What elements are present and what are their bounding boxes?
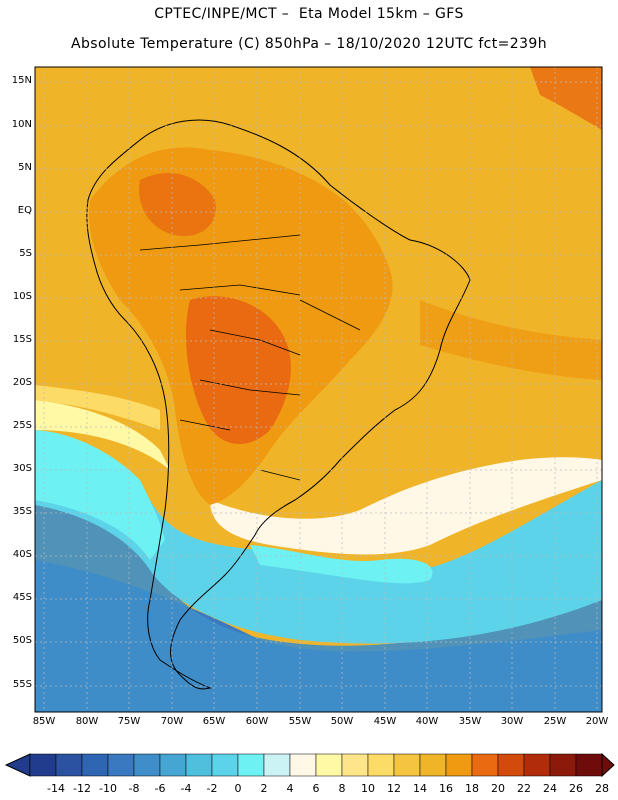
latitude-label: 10S <box>12 291 32 302</box>
colorbar-swatch <box>185 753 213 777</box>
colorbar-swatch <box>237 753 265 777</box>
colorbar-arrow-left <box>4 753 31 777</box>
colorbar-label: 10 <box>361 782 375 795</box>
colorbar-label: -2 <box>206 782 218 795</box>
longitude-label: 75W <box>117 716 141 727</box>
colorbar-swatch <box>29 753 57 777</box>
colorbar-swatch <box>523 753 551 777</box>
map-frame <box>34 66 603 713</box>
colorbar-swatch <box>341 753 369 777</box>
longitude-label: 65W <box>202 716 226 727</box>
colorbar-label: 20 <box>491 782 505 795</box>
colorbar-label: 18 <box>465 782 479 795</box>
colorbar-swatch <box>419 753 447 777</box>
colorbar-swatch <box>211 753 239 777</box>
longitude-label: 60W <box>245 716 269 727</box>
colorbar-swatch <box>289 753 317 777</box>
colorbar-swatch <box>55 753 83 777</box>
latitude-label: 10N <box>11 119 32 130</box>
longitude-label: 30W <box>500 716 524 727</box>
longitude-label: 20W <box>585 716 609 727</box>
longitude-label: 35W <box>458 716 482 727</box>
colorbar-swatch <box>393 753 421 777</box>
latitude-label: 15S <box>12 334 32 345</box>
map-title: CPTEC/INPE/MCT – Eta Model 15km – GFS <box>154 6 464 22</box>
longitude-label: 45W <box>373 716 397 727</box>
coastline <box>86 119 471 690</box>
colorbar-swatch <box>133 753 161 777</box>
longitude-label: 25W <box>543 716 567 727</box>
colorbar-label: -10 <box>99 782 117 795</box>
colorbar-label: 14 <box>413 782 427 795</box>
colorbar-swatch <box>315 753 343 777</box>
latitude-label: 50S <box>12 635 32 646</box>
latitude-label: 5S <box>19 248 32 259</box>
longitude-label: 85W <box>32 716 56 727</box>
colorbar-label: 26 <box>569 782 583 795</box>
colorbar-swatch <box>575 753 603 777</box>
map-subtitle: Absolute Temperature (C) 850hPa – 18/10/… <box>70 36 547 52</box>
colorbar-label: 8 <box>338 782 346 795</box>
latitude-label: 5N <box>18 162 32 173</box>
colorbar-label: 12 <box>387 782 401 795</box>
colorbar-label: 22 <box>517 782 531 795</box>
colorbar-label: -8 <box>128 782 140 795</box>
longitude-label: 50W <box>330 716 354 727</box>
colorbar-swatch <box>367 753 395 777</box>
latitude-label: 30S <box>12 463 32 474</box>
colorbar-swatch <box>107 753 135 777</box>
colorbar-swatch <box>81 753 109 777</box>
colorbar-label: 4 <box>286 782 294 795</box>
latitude-label: 20S <box>12 377 32 388</box>
latitude-label: EQ <box>17 205 32 216</box>
longitude-label: 80W <box>75 716 99 727</box>
colorbar-swatch <box>471 753 499 777</box>
colorbar-label: 16 <box>439 782 453 795</box>
longitude-label: 55W <box>288 716 312 727</box>
colorbar <box>4 752 615 778</box>
latitude-label: 45S <box>12 592 32 603</box>
colorbar-label: -12 <box>73 782 91 795</box>
colorbar-swatch <box>263 753 291 777</box>
colorbar-label: 6 <box>312 782 320 795</box>
colorbar-swatch <box>497 753 525 777</box>
colorbar-label: 0 <box>234 782 242 795</box>
longitude-label: 70W <box>160 716 184 727</box>
latitude-label: 25S <box>12 420 32 431</box>
colorbar-label: -6 <box>154 782 166 795</box>
colorbar-swatch <box>159 753 187 777</box>
latitude-label: 40S <box>12 549 32 560</box>
country-borders <box>139 234 361 481</box>
colorbar-swatch <box>445 753 473 777</box>
longitude-label: 40W <box>415 716 439 727</box>
colorbar-swatch <box>549 753 577 777</box>
temperature-field <box>35 67 602 712</box>
colorbar-label: 2 <box>260 782 268 795</box>
latitude-label: 35S <box>12 506 32 517</box>
colorbar-label: 28 <box>595 782 609 795</box>
colorbar-label: 24 <box>543 782 557 795</box>
colorbar-label: -4 <box>180 782 192 795</box>
latitude-label: 15N <box>11 75 32 86</box>
colorbar-label: -14 <box>47 782 65 795</box>
colorbar-arrow-right <box>601 752 615 778</box>
latitude-label: 55S <box>12 679 32 690</box>
